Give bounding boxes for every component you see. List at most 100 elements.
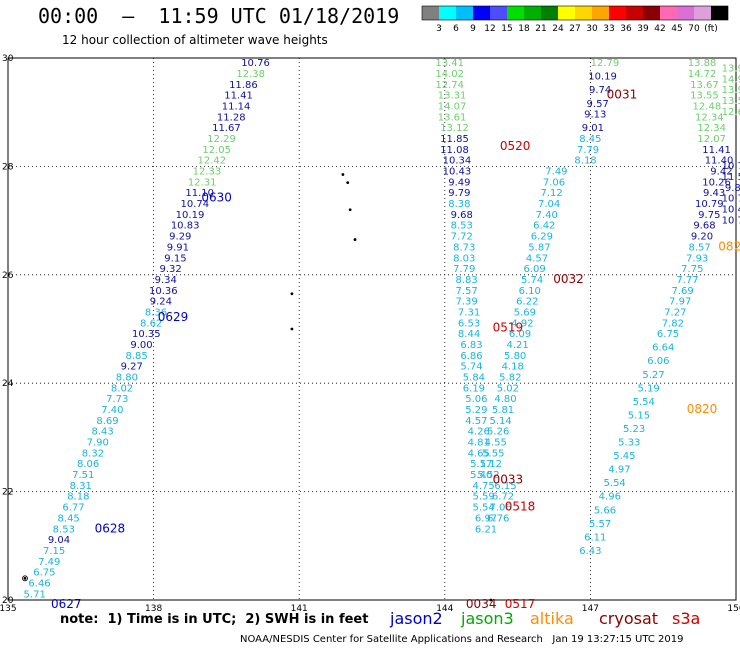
wave-height-value: 11.85 — [440, 134, 469, 145]
wave-height-value: 7.49 — [545, 167, 567, 178]
colorbar-label: 15 — [501, 24, 512, 34]
island — [290, 327, 294, 331]
lon-tick-label: 144 — [436, 604, 453, 614]
wave-height-value: 5.82 — [499, 372, 521, 383]
wave-height-value: 14.02 — [435, 69, 464, 80]
colorbar-label: 39 — [637, 24, 649, 34]
wave-height-value: 10.19 — [588, 72, 617, 83]
wave-height-value: 7.06 — [489, 503, 511, 514]
wave-height-value: 11.67 — [212, 123, 241, 134]
pass-time-label: 0033 — [493, 472, 524, 486]
wave-height-value: 5.57 — [589, 519, 611, 530]
lon-tick-label: 138 — [145, 604, 162, 614]
wave-height-value: 4.18 — [502, 362, 524, 373]
wave-height-value: 12.33 — [193, 167, 222, 178]
legend-altika: altika — [530, 609, 574, 628]
wave-height-value: 12.34 — [695, 112, 724, 123]
colorbar-swatch — [490, 6, 507, 20]
pass-time-label: 0820 — [687, 402, 718, 416]
wave-height-value: 8.03 — [453, 253, 475, 264]
pass-time-label: 0628 — [95, 521, 126, 535]
pass-time-label: 0519 — [493, 321, 524, 335]
wave-height-value: 12.31 — [188, 177, 217, 188]
legend-cryosat: cryosat — [599, 609, 659, 628]
wave-height-value: 5.80 — [504, 351, 526, 362]
legend-s3a: s3a — [672, 609, 701, 628]
wave-height-value: 5.29 — [465, 405, 487, 416]
wave-height-value: 7.27 — [664, 307, 686, 318]
pass-time-label: 0630 — [201, 191, 232, 205]
wave-height-value: 7.39 — [456, 297, 478, 308]
wave-height-value: 9.15 — [164, 253, 186, 264]
wave-height-value: 6.21 — [475, 524, 497, 535]
wave-height-value: 9.20 — [691, 232, 713, 243]
wave-height-value: 11.28 — [217, 112, 246, 123]
wave-height-value: 11.41 — [702, 145, 731, 156]
wave-height-value: 11.86 — [229, 80, 258, 91]
wave-height-value: 7.40 — [101, 405, 123, 416]
wave-height-value: 7.51 — [72, 470, 94, 481]
wave-height-value: 6.86 — [460, 351, 482, 362]
wave-height-value: 13.41 — [435, 58, 464, 69]
lon-tick-label: 150 — [727, 604, 740, 614]
wave-height-value: 6.72 — [492, 492, 514, 503]
wave-height-value: 9.74 — [589, 85, 611, 96]
colorbar-swatch — [711, 6, 728, 20]
wave-height-value: 10.36 — [149, 286, 178, 297]
colorbar-label: 18 — [518, 24, 530, 34]
wave-height-value: 13.53 — [722, 96, 740, 107]
wave-height-value: 6.06 — [647, 356, 669, 367]
wave-height-value: 12.34 — [697, 123, 726, 134]
wave-height-value: 10.76 — [241, 58, 270, 69]
wave-height-value: 13.31 — [438, 91, 467, 102]
wave-height-value: 5.87 — [528, 242, 550, 253]
wave-height-value: 7.90 — [87, 438, 109, 449]
wave-height-value: 12.79 — [591, 58, 620, 69]
wave-height-value: 14.07 — [438, 101, 467, 112]
wave-height-value: 8.85 — [125, 351, 147, 362]
wave-height-value: 11.10 — [185, 188, 214, 199]
colorbar-label: 9 — [470, 24, 476, 34]
legend-jason3: jason3 — [461, 609, 514, 628]
pass-time-label: 0032 — [553, 272, 584, 286]
wave-height-value: 5.15 — [628, 410, 650, 421]
wave-height-value: 6.97 — [475, 513, 497, 524]
wave-height-value: 8.02 — [111, 383, 133, 394]
chart-subtitle: 12 hour collection of altimeter wave hei… — [62, 33, 328, 47]
wave-height-value: 9.79 — [448, 188, 470, 199]
wave-height-value: 8.53 — [451, 221, 473, 232]
wave-height-value: 9.29 — [169, 232, 191, 243]
chart-title: 00:00 – 11:59 UTC 01/18/2019 — [38, 4, 400, 28]
wave-height-value: 7.15 — [43, 546, 65, 557]
wave-height-value: 12.05 — [202, 145, 231, 156]
wave-height-value: 9.91 — [167, 242, 189, 253]
wave-height-value: 5.71 — [24, 589, 46, 600]
wave-height-value: 5.54 — [604, 478, 626, 489]
colorbar-label: 45 — [671, 24, 682, 34]
wave-height-value: 5.54 — [472, 503, 494, 514]
wave-height-value: 5.54 — [633, 397, 655, 408]
wave-height-value: 4.96 — [599, 492, 621, 503]
wave-height-value: 6.76 — [487, 513, 509, 524]
lat-tick-label: 20 — [2, 596, 14, 606]
lat-tick-label: 22 — [2, 488, 13, 498]
wave-height-value: 7.79 — [577, 145, 599, 156]
wave-height-value: 5.14 — [489, 416, 511, 427]
wave-height-value: 9.68 — [451, 210, 473, 221]
wave-height-value: 7.73 — [106, 394, 128, 405]
wave-height-value: 12.64 — [722, 107, 740, 118]
wave-height-value: 8.45 — [58, 513, 80, 524]
colorbar-label: 12 — [484, 24, 495, 34]
wave-height-value: 12.48 — [693, 101, 722, 112]
wave-height-value: 8.53 — [53, 524, 75, 535]
island — [23, 576, 27, 580]
wave-height-value: 5.19 — [638, 383, 660, 394]
wave-height-value: 4.26 — [468, 427, 490, 438]
wave-height-value: 8.18 — [574, 156, 596, 167]
island — [341, 173, 345, 176]
wave-height-value: 9.32 — [159, 264, 181, 275]
wave-height-value: 10.83 — [171, 221, 200, 232]
axis-ticks: 135 138 141 144 147 150 20 22 24 26 28 30 — [0, 54, 740, 614]
wave-height-value: 7.72 — [451, 232, 473, 243]
colorbar-label: 6 — [453, 24, 459, 34]
